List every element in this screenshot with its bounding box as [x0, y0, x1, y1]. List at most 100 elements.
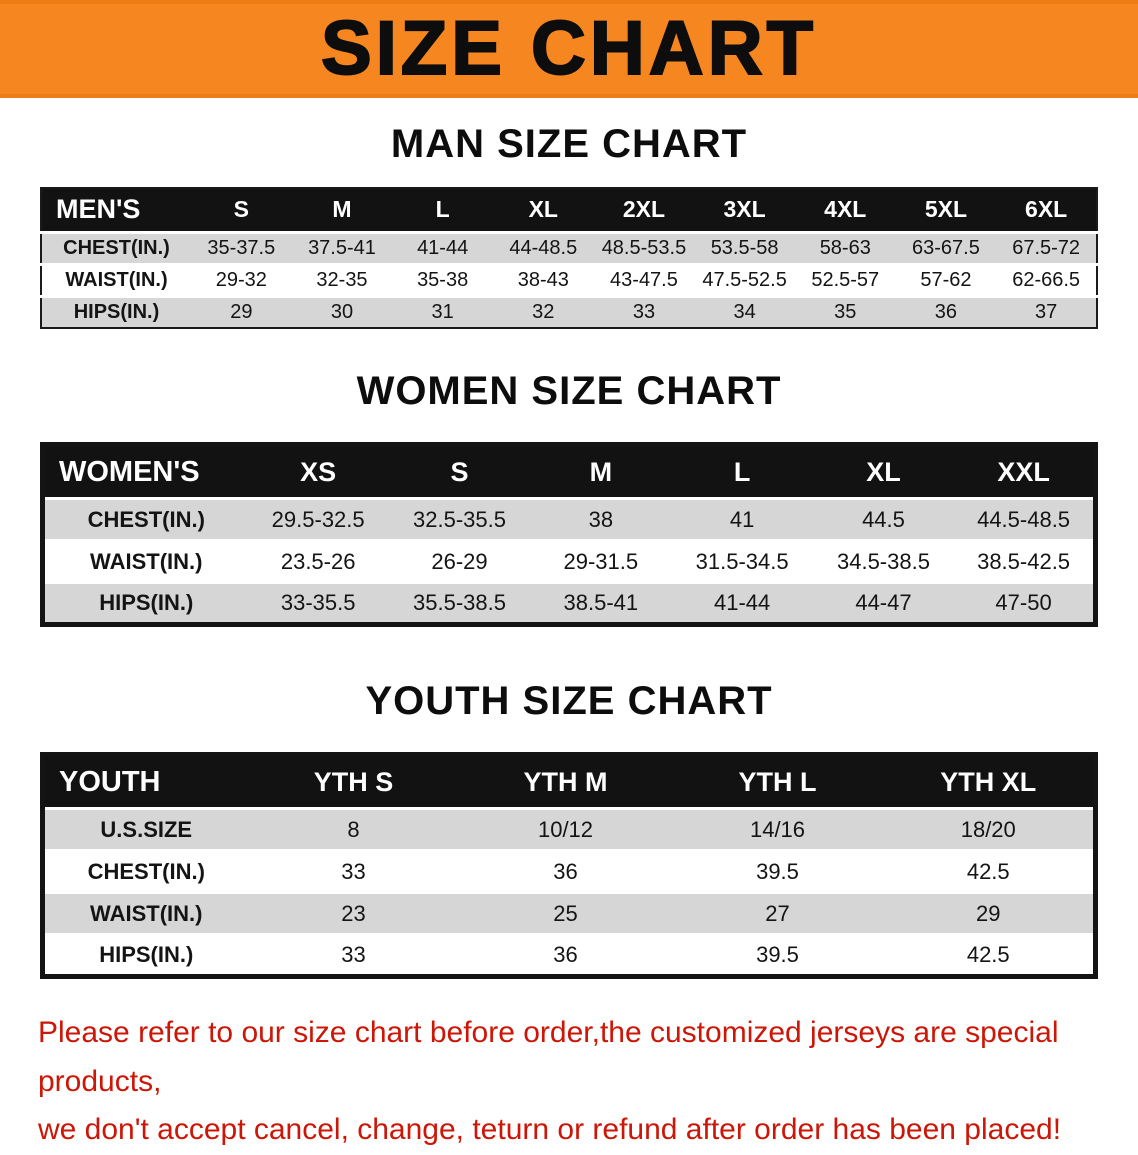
youth-size-table: YOUTH YTH S YTH M YTH L YTH XL U.S.SIZE 8 10/12…: [40, 752, 1098, 979]
size-value: 37: [1035, 300, 1058, 323]
size-value: 29: [976, 900, 1001, 926]
row-label: WAIST(IN.): [90, 548, 203, 574]
size-value: 33: [341, 858, 366, 884]
size-column-header: XL: [492, 188, 594, 232]
table-corner-label: MEN'S: [41, 188, 191, 232]
size-value: 27: [765, 900, 790, 926]
size-value: 31.5-34.5: [695, 548, 789, 574]
size-value: 29: [230, 300, 253, 323]
disclaimer-text: Please refer to our size chart before or…: [38, 1009, 1100, 1155]
size-column-header: XL: [812, 444, 955, 499]
size-column-header: S: [191, 188, 292, 232]
size-value: 29-31.5: [563, 548, 639, 574]
size-value: 38-43: [517, 268, 569, 291]
women-section-title: WOMEN SIZE CHART: [356, 369, 782, 413]
size-value: 35-38: [417, 268, 469, 291]
table-row: HIPS(IN.) 33-35.5 35.5-38.5 38.5-41 41-44 44-…: [42, 582, 1096, 625]
size-value: 58-63: [819, 236, 871, 259]
size-column-header: 6XL: [996, 188, 1097, 232]
size-value: 39.5: [756, 942, 799, 967]
size-value: 35: [834, 300, 857, 323]
size-column-header: XS: [247, 444, 389, 499]
size-value: 34.5-38.5: [836, 548, 930, 574]
size-value: 63-67.5: [912, 236, 980, 259]
size-value: 8: [347, 816, 360, 842]
size-column-header: 3XL: [694, 188, 795, 232]
table-corner-label: YOUTH: [42, 754, 248, 809]
table-corner-label: WOMEN'S: [42, 444, 248, 499]
size-value: 32.5-35.5: [413, 506, 506, 532]
table-row: WAIST(IN.) 23 25 27 29: [42, 892, 1096, 935]
size-column-header: 4XL: [794, 188, 896, 232]
row-label: WAIST(IN.): [90, 900, 203, 926]
size-value: 42.5: [966, 858, 1010, 884]
size-value: 23: [341, 900, 366, 926]
size-column-header: S: [388, 444, 531, 499]
table-header-row: MEN'S S M L XL 2XL 3XL 4XL 5XL 6XL: [41, 188, 1097, 232]
size-value: 41: [729, 506, 755, 532]
men-section-title: MAN SIZE CHART: [390, 122, 748, 166]
size-value: 31: [431, 300, 454, 323]
size-column-header: XXL: [954, 444, 1096, 499]
row-label: CHEST(IN.): [63, 236, 170, 259]
size-value: 29.5-32.5: [271, 506, 365, 532]
size-value: 38: [588, 506, 614, 532]
page-title: SIZE CHART: [320, 6, 817, 91]
table-row: HIPS(IN.) 33 36 39.5 42.5: [42, 934, 1096, 977]
row-label: U.S.SIZE: [100, 816, 193, 842]
size-value: 41-44: [417, 236, 469, 259]
size-value: 10/12: [537, 816, 594, 842]
size-value: 29-32: [215, 268, 267, 291]
size-value: 62-66.5: [1012, 268, 1081, 291]
table-row: CHEST(IN.) 33 36 39.5 42.5: [42, 850, 1096, 893]
size-column-header: M: [291, 188, 393, 232]
size-value: 18/20: [960, 816, 1016, 842]
youth-section-title: YOUTH SIZE CHART: [365, 679, 773, 723]
size-value: 14/16: [749, 816, 806, 842]
size-value: 36: [934, 300, 958, 323]
table-row: WAIST(IN.) 23.5-26 26-29 29-31.5 31.5-34.5 34…: [42, 540, 1096, 583]
table-row: CHEST(IN.) 29.5-32.5 32.5-35.5 38 41 44.5 44.5…: [42, 498, 1096, 541]
row-label: HIPS(IN.): [99, 942, 194, 967]
size-column-header: YTH L: [671, 754, 884, 809]
table-row: CHEST(IN.) 35-37.5 37.5-41 41-44 44-48.5 48.5…: [41, 232, 1097, 264]
size-value: 35-37.5: [207, 236, 276, 259]
size-value: 23.5-26: [280, 548, 356, 574]
size-value: 36: [553, 942, 578, 967]
size-column-header: YTH S: [247, 754, 460, 809]
row-label: HIPS(IN.): [99, 590, 194, 615]
women-size-table: WOMEN'S XS S M L XL XXL CHEST(IN.) 29.5-32.5 32.5…: [40, 442, 1098, 627]
size-value: 47-50: [995, 590, 1052, 615]
size-value: 38.5-41: [563, 590, 639, 615]
size-value: 43-47.5: [610, 268, 678, 291]
size-value: 33-35.5: [280, 590, 356, 615]
size-column-header: M: [530, 444, 672, 499]
size-value: 44.5: [862, 506, 905, 532]
size-value: 38.5-42.5: [977, 548, 1071, 574]
size-value: 44-47: [855, 590, 912, 615]
men-size-table: MEN'S S M L XL 2XL 3XL 4XL 5XL 6XL CHEST(IN.) 35-37…: [40, 187, 1098, 329]
row-label: CHEST(IN.): [87, 506, 205, 532]
size-value: 25: [553, 900, 578, 926]
disclaimer-line-2: we don't accept cancel, change, teturn o…: [38, 1113, 1062, 1147]
size-value: 67.5-72: [1012, 236, 1081, 259]
size-column-header: L: [392, 188, 493, 232]
row-label: WAIST(IN.): [65, 268, 168, 291]
table-row: HIPS(IN.) 29 30 31 32 33 34 35 36 37: [41, 296, 1097, 328]
size-value: 35.5-38.5: [413, 590, 506, 615]
size-value: 52.5-57: [811, 268, 880, 291]
size-value: 44.5-48.5: [977, 506, 1071, 532]
size-column-header: L: [671, 444, 813, 499]
size-column-header: YTH XL: [883, 754, 1096, 809]
size-value: 48.5-53.5: [601, 236, 687, 259]
disclaimer-line-1: Please refer to our size chart before or…: [38, 1016, 1059, 1098]
size-column-header: 5XL: [895, 188, 997, 232]
size-value: 32-35: [316, 268, 368, 291]
size-value: 42.5: [966, 942, 1010, 967]
size-value: 33: [341, 942, 366, 967]
size-value: 30: [330, 300, 354, 323]
size-value: 34: [733, 300, 756, 323]
size-value: 32: [532, 300, 555, 323]
table-header-row: WOMEN'S XS S M L XL XXL: [42, 444, 1096, 499]
size-value: 41-44: [714, 590, 771, 615]
